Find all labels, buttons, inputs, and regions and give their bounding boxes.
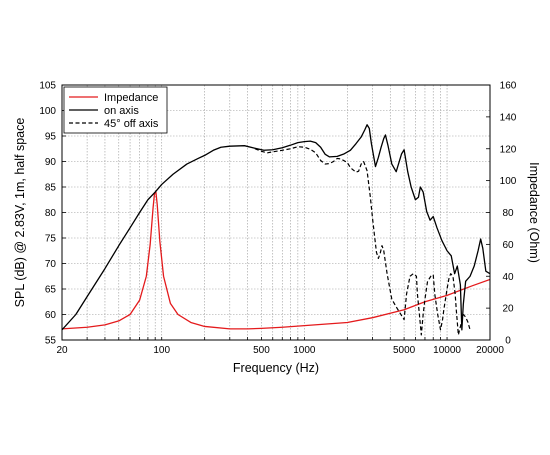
x-tick-label: 10000 bbox=[433, 345, 461, 356]
on-axis-line bbox=[62, 124, 490, 331]
tick-labels: 55 60 65 70 75 80 85 90 95 100 105 0 20 40 60 80 100 120 1… bbox=[39, 81, 516, 357]
y-tick-label: 95 bbox=[45, 132, 57, 143]
y-axis-title: SPL (dB) @ 2.83V, 1m, half space bbox=[13, 118, 27, 308]
tick-marks bbox=[62, 84, 490, 341]
x-tick-label: 20000 bbox=[476, 345, 504, 356]
y2-tick-label: 0 bbox=[505, 336, 511, 347]
x-tick-label: 20 bbox=[56, 345, 68, 356]
x-tick-label: 1000 bbox=[293, 345, 316, 356]
y-tick-label: 75 bbox=[45, 234, 57, 245]
y2-tick-label: 120 bbox=[500, 144, 517, 155]
y2-tick-label: 160 bbox=[500, 81, 517, 92]
y2-tick-label: 40 bbox=[502, 272, 514, 283]
y-tick-label: 65 bbox=[45, 285, 57, 296]
off-axis-45-line bbox=[254, 146, 471, 336]
y-tick-label: 90 bbox=[45, 157, 57, 168]
legend-label-off-axis: 45° off axis bbox=[104, 118, 159, 130]
y-tick-label: 80 bbox=[45, 208, 57, 219]
y2-axis-title: Impedance (Ohm) bbox=[527, 162, 541, 263]
x-axis-title: Frequency (Hz) bbox=[233, 361, 319, 375]
y-tick-label: 100 bbox=[39, 106, 56, 117]
x-tick-label: 500 bbox=[253, 345, 270, 356]
legend: Impedance on axis 45° off axis bbox=[63, 86, 168, 134]
y-tick-label: 105 bbox=[39, 81, 56, 92]
y2-tick-label: 80 bbox=[502, 208, 514, 219]
y-tick-label: 70 bbox=[45, 259, 57, 270]
legend-label-impedance: Impedance bbox=[104, 92, 158, 104]
y2-tick-label: 140 bbox=[500, 112, 517, 123]
y-tick-label: 55 bbox=[45, 336, 57, 347]
y2-tick-label: 20 bbox=[502, 304, 514, 315]
y-tick-label: 60 bbox=[45, 310, 57, 321]
y2-tick-label: 60 bbox=[502, 240, 514, 251]
y-tick-label: 85 bbox=[45, 183, 57, 194]
y2-tick-label: 100 bbox=[500, 176, 517, 187]
x-tick-label: 100 bbox=[153, 345, 170, 356]
x-tick-label: 5000 bbox=[393, 345, 416, 356]
impedance-line bbox=[62, 191, 490, 330]
series-layer bbox=[62, 124, 490, 336]
legend-label-on-axis: on axis bbox=[104, 105, 139, 117]
